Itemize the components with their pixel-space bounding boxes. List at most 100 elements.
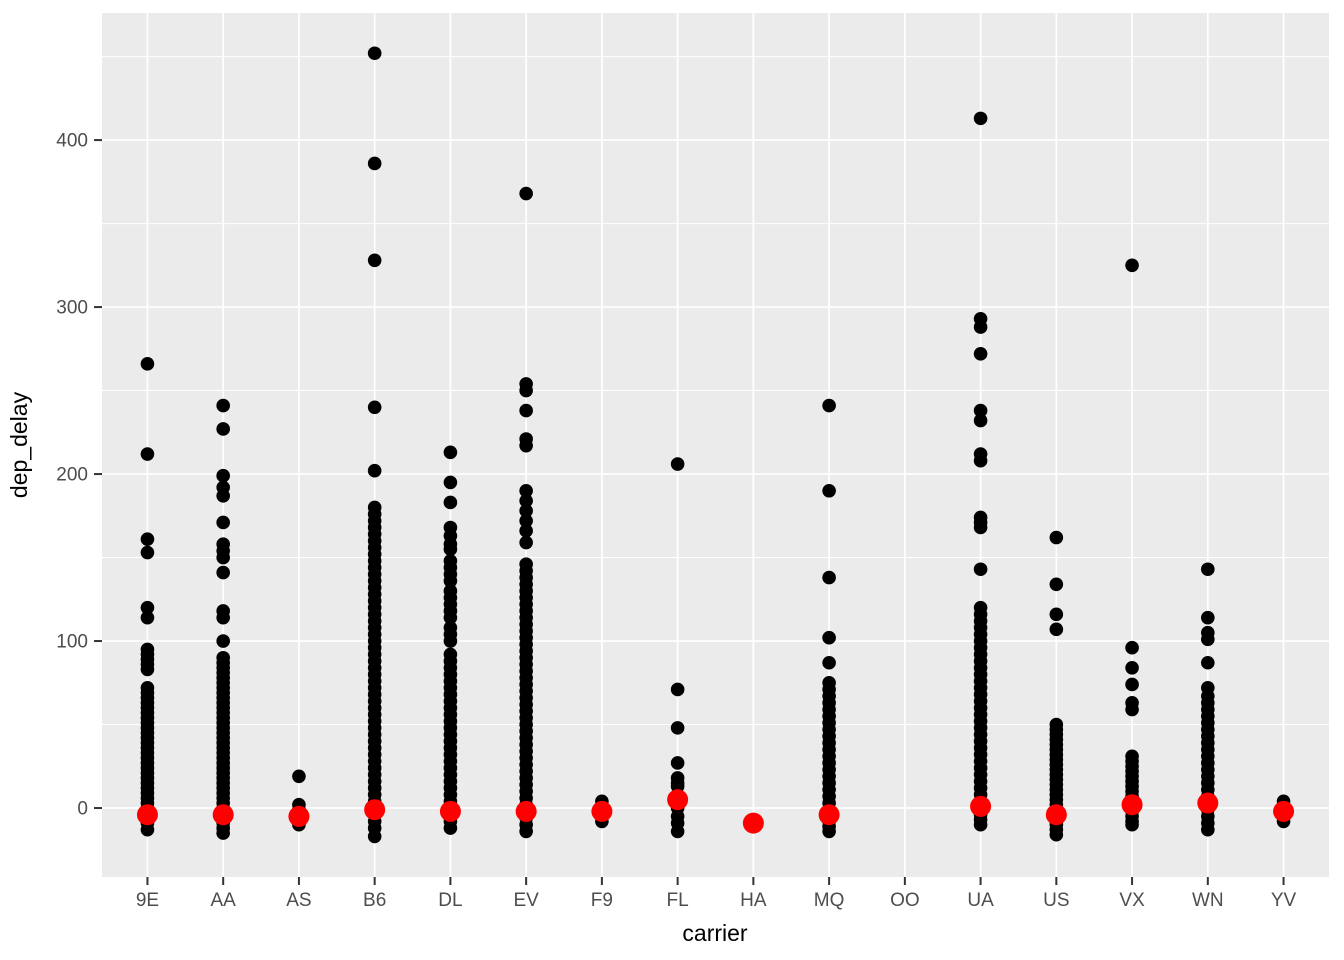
- data-point: [443, 574, 458, 588]
- data-point: [140, 545, 155, 560]
- data-point: [1049, 622, 1064, 637]
- mean-point: [1273, 800, 1295, 822]
- data-point: [519, 493, 533, 508]
- mean-point: [970, 795, 992, 817]
- x-tick-label: FL: [667, 890, 689, 911]
- x-tick-label: HA: [740, 890, 767, 911]
- data-point: [140, 662, 155, 677]
- y-tick-label: 200: [56, 465, 88, 486]
- data-point: [1125, 640, 1139, 655]
- data-point: [519, 186, 533, 201]
- data-point: [973, 347, 988, 361]
- data-point: [367, 829, 382, 844]
- data-point: [140, 532, 155, 546]
- data-point: [443, 445, 458, 460]
- data-point: [670, 721, 685, 735]
- data-point: [1049, 577, 1064, 592]
- data-point: [519, 438, 533, 453]
- data-point: [670, 682, 685, 697]
- data-point: [1125, 258, 1139, 273]
- data-point: [367, 400, 382, 415]
- data-point: [973, 817, 988, 832]
- data-point: [973, 403, 988, 418]
- x-axis-title: carrier: [682, 920, 748, 946]
- data-point: [1049, 530, 1064, 545]
- y-axis-title: dep_delay: [6, 391, 32, 498]
- mean-point: [1045, 804, 1067, 826]
- data-point: [1201, 822, 1215, 837]
- x-tick-label: B6: [363, 890, 386, 911]
- x-tick-label: AA: [211, 890, 237, 911]
- data-point: [973, 413, 988, 428]
- data-point: [140, 447, 155, 461]
- y-tick-label: 0: [77, 799, 88, 820]
- data-point: [216, 515, 230, 530]
- data-point: [443, 495, 458, 510]
- data-point: [1125, 660, 1139, 675]
- data-point: [443, 610, 458, 625]
- data-point: [1049, 827, 1064, 842]
- data-point: [1125, 702, 1139, 717]
- data-point: [443, 542, 458, 557]
- data-point: [140, 822, 155, 837]
- data-point: [140, 600, 155, 615]
- mean-point: [1121, 794, 1143, 816]
- y-tick-label: 100: [56, 632, 88, 653]
- data-point: [973, 520, 988, 535]
- data-point: [216, 398, 230, 413]
- data-point: [1125, 817, 1139, 832]
- data-point: [519, 514, 533, 528]
- data-point: [519, 383, 533, 398]
- data-point: [670, 756, 685, 770]
- data-point: [670, 457, 685, 471]
- mean-point: [439, 800, 461, 822]
- mean-point: [364, 799, 386, 821]
- x-tick-label: US: [1043, 890, 1069, 911]
- data-point: [216, 422, 230, 436]
- x-tick-label: MQ: [814, 890, 845, 911]
- x-tick-label: UA: [967, 890, 994, 911]
- data-point: [822, 570, 836, 585]
- data-point: [216, 550, 230, 565]
- data-point: [140, 610, 155, 625]
- x-tick-label: EV: [513, 890, 539, 911]
- data-point: [519, 503, 533, 518]
- data-point: [670, 824, 685, 839]
- data-point: [367, 253, 382, 268]
- x-tick-label: DL: [438, 890, 462, 911]
- mean-point: [515, 800, 537, 822]
- data-point: [216, 826, 230, 840]
- data-point: [1201, 562, 1215, 577]
- data-point: [519, 483, 533, 498]
- mean-point: [212, 804, 234, 826]
- data-point: [822, 630, 836, 645]
- data-point: [519, 535, 533, 550]
- plot-panel: [102, 13, 1329, 877]
- x-tick-label: AS: [286, 890, 311, 911]
- data-point: [367, 156, 382, 171]
- data-point: [367, 463, 382, 478]
- mean-point: [667, 789, 689, 811]
- data-point: [1125, 677, 1139, 692]
- data-point: [443, 821, 458, 835]
- data-point: [519, 524, 533, 538]
- data-point: [822, 655, 836, 670]
- data-point: [216, 565, 230, 580]
- data-point: [140, 357, 155, 371]
- data-point: [519, 403, 533, 418]
- data-point: [216, 488, 230, 503]
- y-tick-label: 300: [56, 298, 88, 319]
- data-point: [519, 824, 533, 839]
- mean-point: [591, 800, 613, 822]
- x-tick-label: F9: [591, 890, 613, 911]
- mean-points: [136, 789, 1295, 834]
- axis-tick-labels: 0 100 200 300 400 9E AA AS B6 DL EV F9 FL HA MQ OO UA US V…: [56, 131, 1296, 911]
- x-tick-label: WN: [1192, 890, 1224, 911]
- data-point: [216, 634, 230, 648]
- data-point: [443, 475, 458, 490]
- axis-ticks: [94, 139, 1285, 885]
- data-point: [973, 320, 988, 334]
- data-point: [216, 468, 230, 483]
